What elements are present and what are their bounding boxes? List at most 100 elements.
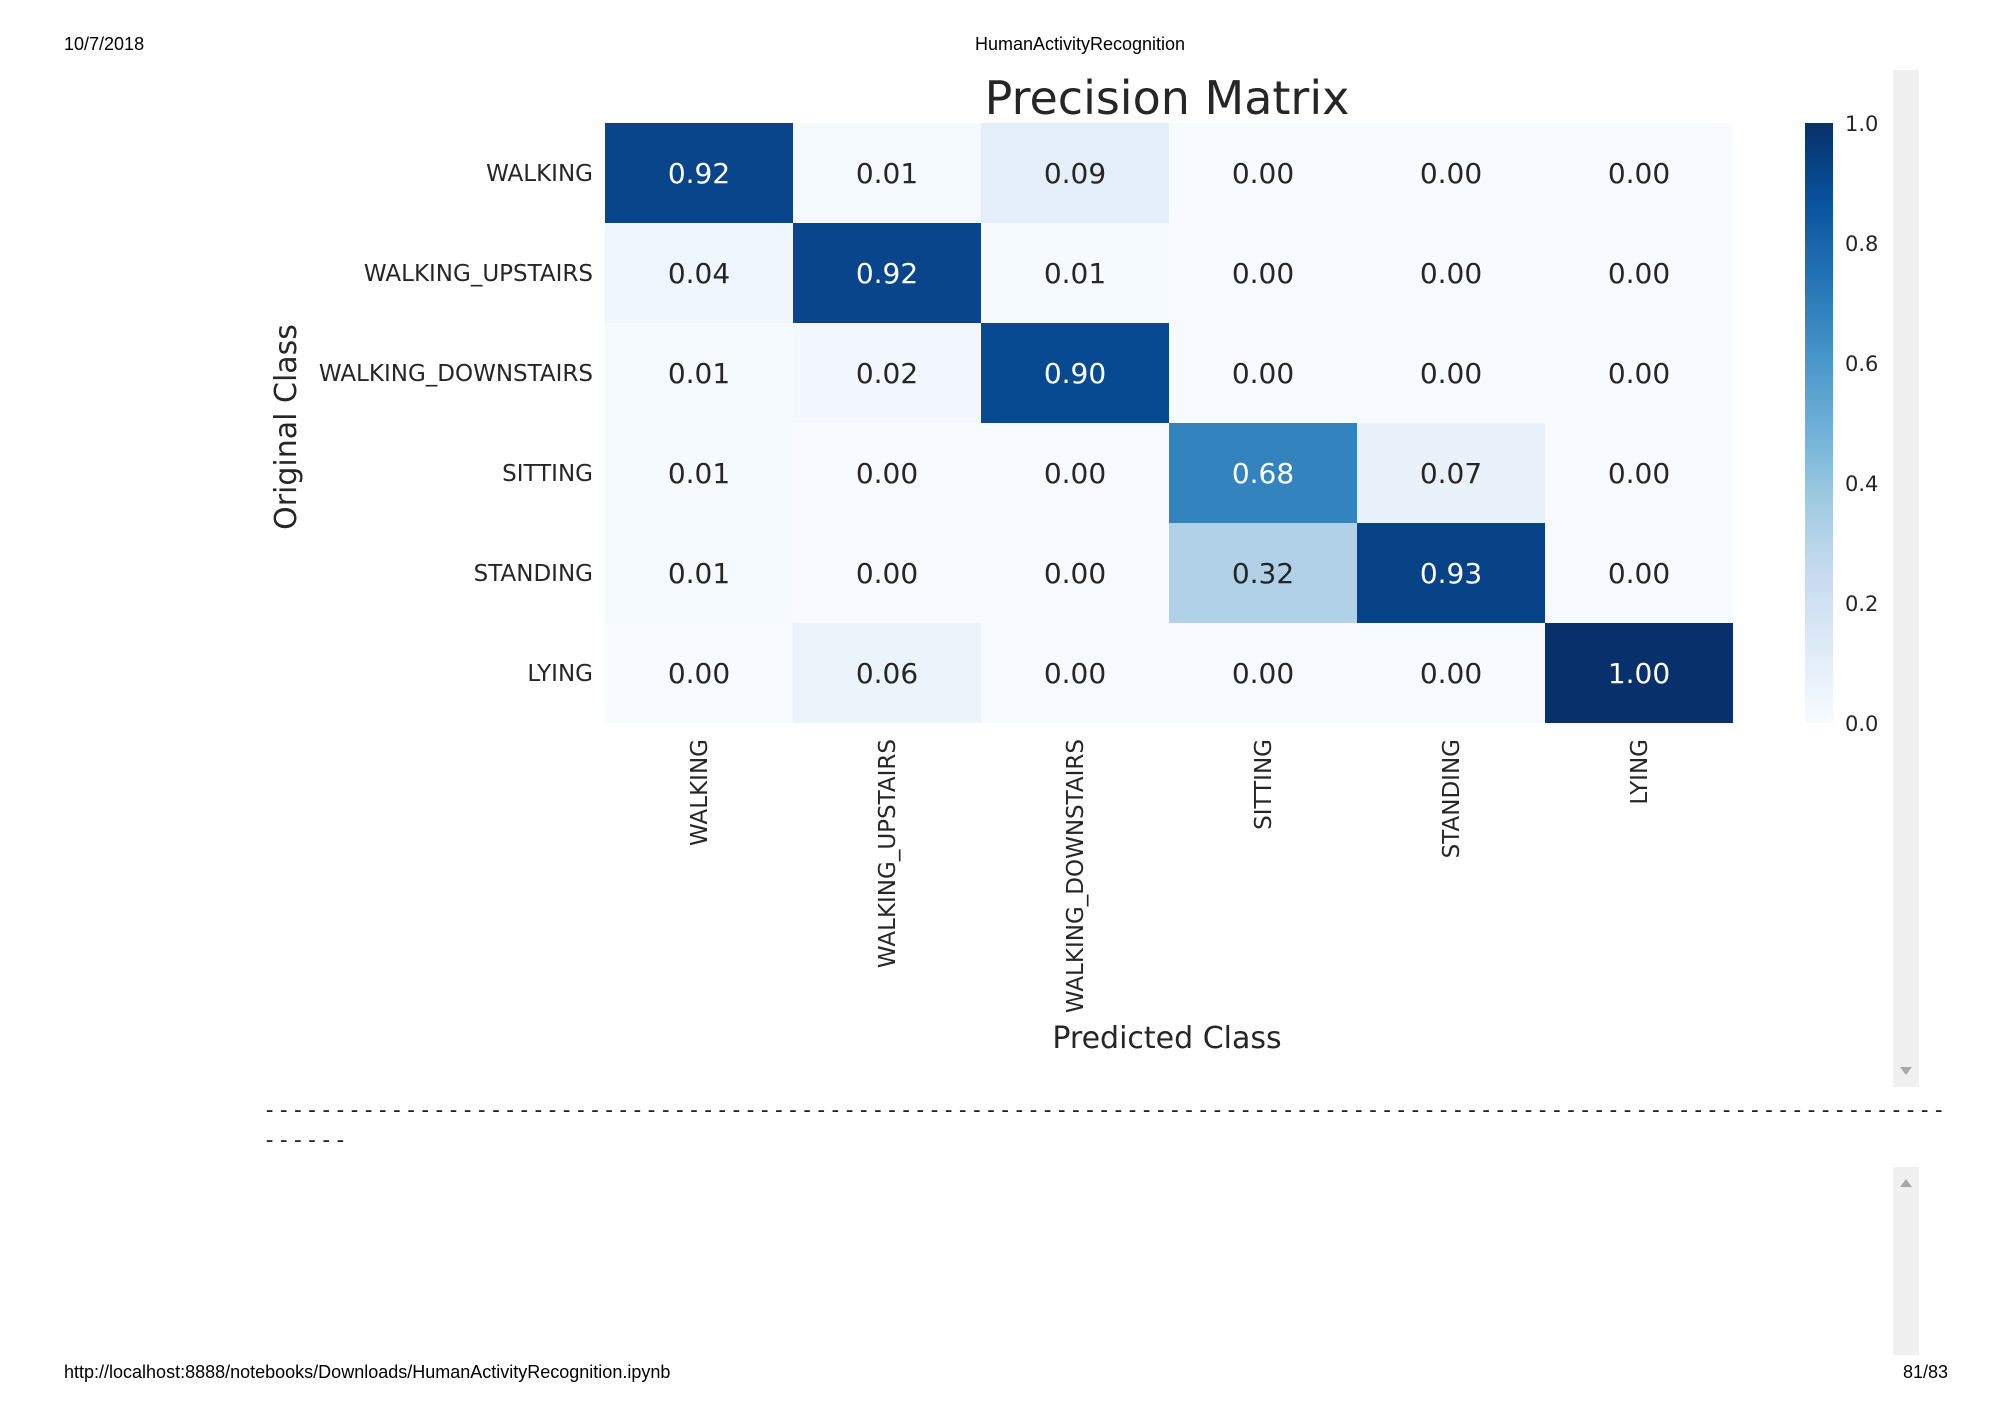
x-tick-label: LYING [1627,739,1653,805]
output-scrollbar[interactable] [1893,70,1919,1087]
print-date: 10/7/2018 [64,34,145,54]
heatmap-cell [1169,123,1357,223]
heatmap-cell [981,123,1169,223]
cell-value-label: 0.92 [668,157,730,190]
page-url: http://localhost:8888/notebooks/Download… [64,1362,671,1382]
heatmap-cell [1169,523,1357,623]
x-tick-label: WALKING_DOWNSTAIRS [1063,739,1089,1013]
y-tick-label: STANDING [474,561,593,587]
heatmap-cell [793,123,981,223]
cell-value-label: 0.00 [1232,157,1294,190]
heatmap-cell [605,623,793,723]
colorbar-tick-label: 0.0 [1845,712,1878,736]
heatmap-cell [1357,123,1545,223]
cell-value-label: 0.00 [1232,657,1294,690]
heatmap-cell [793,423,981,523]
heatmap-cell [1357,423,1545,523]
cell-value-label: 0.02 [856,357,918,390]
heatmap-cell [605,323,793,423]
heatmap-cell [793,323,981,423]
cell-value-label: 0.00 [1420,257,1482,290]
y-tick-label: SITTING [502,461,593,487]
x-tick-label: SITTING [1251,739,1277,830]
cell-value-label: 0.07 [1420,457,1482,490]
cell-value-label: 0.00 [1420,657,1482,690]
cell-value-label: 0.09 [1044,157,1106,190]
cell-value-label: 0.00 [856,457,918,490]
heatmap-cell [793,623,981,723]
colorbar-tick-label: 0.4 [1845,472,1878,496]
y-tick-label: WALKING_UPSTAIRS [364,261,593,287]
separator-line: ----------------------------------------… [263,1098,1947,1123]
y-axis-title: Original Class [269,324,304,530]
cell-value-label: 0.90 [1044,357,1106,390]
heatmap-cell [1545,123,1733,223]
cell-value-label: 0.00 [1044,457,1106,490]
cell-value-label: 0.01 [668,557,730,590]
heatmap-cell [1545,523,1733,623]
y-tick-label: WALKING_DOWNSTAIRS [319,361,593,387]
heatmap-cell [1545,223,1733,323]
heatmap-cell [1545,423,1733,523]
cell-value-label: 0.00 [1608,357,1670,390]
cell-value-label: 0.01 [668,357,730,390]
heatmap-cell [1169,223,1357,323]
cell-value-label: 0.00 [668,657,730,690]
cell-value-label: 0.01 [668,457,730,490]
cell-value-label: 0.00 [1232,357,1294,390]
x-tick-label: STANDING [1439,739,1465,858]
cell-value-label: 0.04 [668,257,730,290]
heatmap-cell [981,223,1169,323]
x-tick-label: WALKING [687,739,713,846]
colorbar-tick-label: 0.8 [1845,232,1878,256]
scroll-down-arrow-icon[interactable] [1900,1067,1912,1075]
y-tick-label: LYING [527,661,593,687]
heatmap-cell [793,223,981,323]
cell-value-label: 0.00 [1608,457,1670,490]
heatmap-cell [1357,223,1545,323]
x-tick-label: WALKING_UPSTAIRS [875,739,901,968]
cell-value-label: 0.00 [1608,257,1670,290]
colorbar-tick-label: 0.2 [1845,592,1878,616]
heatmap-cell [605,423,793,523]
heatmap-cell [605,223,793,323]
cell-value-label: 0.01 [856,157,918,190]
heatmap-cell [605,523,793,623]
cell-value-label: 0.92 [856,257,918,290]
colorbar-tick-label: 0.6 [1845,352,1878,376]
cell-value-label: 0.00 [1232,257,1294,290]
cell-value-label: 0.00 [1420,357,1482,390]
cell-value-label: 0.00 [1044,657,1106,690]
colorbar [1805,123,1833,723]
cell-value-label: 0.00 [1420,157,1482,190]
cell-value-label: 0.32 [1232,557,1294,590]
chart-title: Precision Matrix [985,71,1350,125]
heatmap-cell [1357,323,1545,423]
cell-value-label: 0.00 [1044,557,1106,590]
cell-value-label: 0.01 [1044,257,1106,290]
cell-value-label: 0.06 [856,657,918,690]
cell-value-label: 0.93 [1420,557,1482,590]
heatmap-cell [981,623,1169,723]
heatmap-cell [1169,323,1357,423]
x-axis-title: Predicted Class [1052,1021,1281,1056]
heatmap-cell [981,323,1169,423]
page-number: 81/83 [1902,1362,1948,1382]
heatmap-cell [981,523,1169,623]
cell-value-label: 1.00 [1608,657,1670,690]
colorbar-tick-label: 1.0 [1845,112,1878,136]
scroll-up-arrow-icon[interactable] [1900,1179,1912,1187]
heatmap-cell [1357,523,1545,623]
y-tick-label: WALKING [486,161,593,187]
heatmap-cell [605,123,793,223]
heatmap-cell [981,423,1169,523]
document-title: HumanActivityRecognition [974,34,1186,54]
cell-value-label: 0.68 [1232,457,1294,490]
heatmap-cell [1169,623,1357,723]
separator-line-continued: ------ [263,1128,348,1153]
heatmap-cell [1169,423,1357,523]
cell-value-label: 0.00 [856,557,918,590]
heatmap-cell [1545,623,1733,723]
next-output-scrollbar[interactable] [1893,1167,1919,1355]
